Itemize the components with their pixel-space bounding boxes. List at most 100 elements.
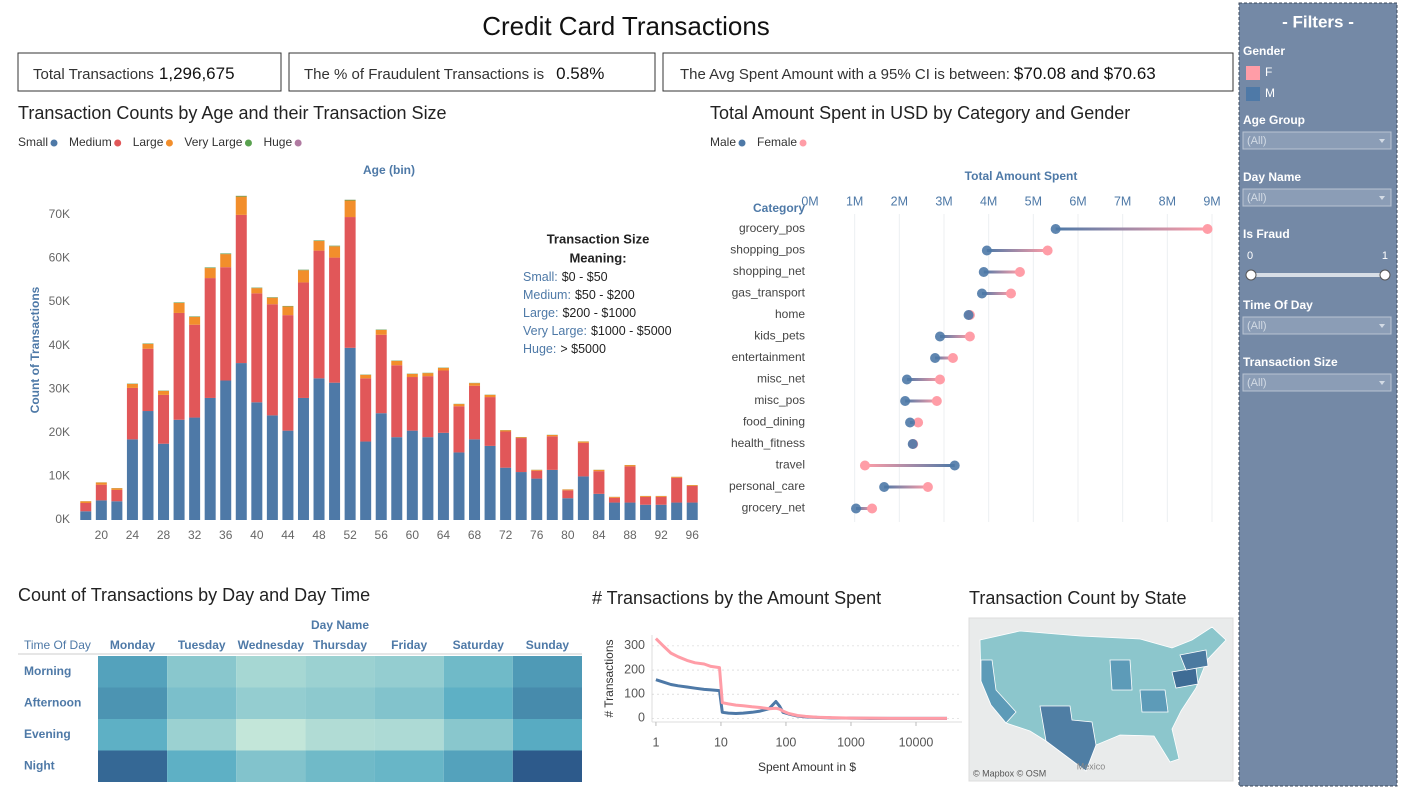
row-label: Night bbox=[24, 758, 55, 772]
legend-label: Huge bbox=[263, 135, 292, 149]
legend-swatch[interactable] bbox=[1246, 87, 1260, 101]
dot bbox=[1006, 288, 1016, 299]
bar-segment bbox=[80, 511, 92, 520]
state bbox=[1179, 649, 1209, 671]
dropdown-value[interactable]: (All) bbox=[1247, 320, 1267, 332]
column-label: Wednesday bbox=[238, 638, 305, 652]
bar-segment bbox=[375, 334, 387, 414]
dropdown-arrow[interactable] bbox=[1379, 139, 1385, 143]
heat-cell bbox=[236, 687, 306, 719]
bar-segment bbox=[624, 466, 636, 503]
dropdown-arrow[interactable] bbox=[1379, 196, 1385, 200]
bar-segment bbox=[453, 452, 465, 520]
legend-swatch[interactable] bbox=[1246, 66, 1260, 80]
bar-segment bbox=[251, 288, 263, 294]
bar-segment bbox=[655, 496, 667, 505]
heat-cell bbox=[305, 656, 375, 688]
dot bbox=[963, 310, 974, 320]
bar-segment bbox=[220, 267, 232, 381]
dropdown-value[interactable]: (All) bbox=[1247, 377, 1267, 389]
bar-segment bbox=[235, 214, 247, 364]
heat-cell bbox=[167, 719, 237, 751]
column-label: Sunday bbox=[526, 638, 570, 652]
bar-segment bbox=[297, 397, 309, 520]
slider-min: 0 bbox=[1247, 250, 1253, 262]
dropdown-arrow[interactable] bbox=[1379, 324, 1385, 328]
bar-segment bbox=[126, 384, 138, 388]
bar-segment bbox=[624, 502, 636, 520]
x-axis-title: Age (bin) bbox=[363, 163, 415, 177]
dropdown[interactable] bbox=[1242, 131, 1392, 150]
bar-segment bbox=[531, 469, 543, 471]
y-tick-label: 0 bbox=[638, 711, 645, 725]
annotation-line: Very Large: $1000 - $5000 bbox=[523, 324, 672, 338]
bar-segment bbox=[671, 476, 683, 478]
bar-segment bbox=[686, 502, 698, 520]
bar-segment bbox=[251, 402, 263, 520]
kpi-value: 1,296,675 bbox=[159, 64, 235, 83]
bar-segment bbox=[329, 257, 341, 383]
dropdown[interactable] bbox=[1242, 188, 1392, 207]
chart-title: Transaction Count by State bbox=[969, 588, 1186, 608]
dot bbox=[964, 331, 975, 342]
y-axis-title: # Transactions bbox=[602, 639, 616, 717]
x-tick-label: 1000 bbox=[837, 735, 865, 749]
y-tick-label: 70K bbox=[49, 207, 70, 221]
bar-segment bbox=[189, 316, 201, 325]
legend-label[interactable]: M bbox=[1265, 86, 1275, 100]
bar-segment bbox=[562, 489, 574, 491]
us-map bbox=[979, 626, 1227, 772]
x-tick-label: 48 bbox=[312, 528, 326, 542]
dropdown-value[interactable]: (All) bbox=[1247, 192, 1267, 204]
heat-cell bbox=[512, 750, 582, 782]
bar-segment bbox=[344, 199, 356, 201]
bar-segment bbox=[375, 329, 387, 335]
dropdown-arrow[interactable] bbox=[1379, 381, 1385, 385]
bar-segment bbox=[344, 200, 356, 218]
x-axis-title: Spent Amount in $ bbox=[758, 760, 856, 774]
x-tick-label: 0M bbox=[801, 194, 818, 208]
bar-segment bbox=[142, 343, 154, 349]
line-series bbox=[655, 678, 947, 720]
bar-segment bbox=[577, 476, 589, 520]
bar-segment bbox=[329, 245, 341, 247]
dot bbox=[930, 353, 941, 363]
slider-handle[interactable] bbox=[1379, 269, 1391, 281]
x-tick-label: 100 bbox=[776, 735, 797, 749]
annotation-text: $1000 - $5000 bbox=[591, 324, 672, 338]
bar-segment bbox=[655, 496, 667, 497]
x-axis-title: Day Name bbox=[311, 618, 369, 632]
dropdown[interactable] bbox=[1242, 373, 1392, 392]
legend-label[interactable]: F bbox=[1265, 65, 1272, 79]
bar-segment bbox=[515, 438, 527, 473]
bar-segment bbox=[158, 443, 170, 520]
bar-segment bbox=[500, 430, 512, 432]
dropdown[interactable] bbox=[1242, 316, 1392, 335]
bar-segment bbox=[266, 297, 278, 305]
bar-segment bbox=[235, 196, 247, 215]
bar-segment bbox=[111, 501, 123, 520]
dot bbox=[1042, 245, 1053, 256]
heat-cell bbox=[236, 656, 306, 688]
bar-segment bbox=[204, 397, 216, 520]
dot bbox=[949, 460, 960, 471]
annotation-key: Medium: bbox=[523, 288, 571, 302]
annotation-text: $200 - $1000 bbox=[562, 306, 636, 320]
kpi-box bbox=[17, 52, 282, 92]
legend-label: Large bbox=[133, 135, 164, 149]
legend-label: Very Large bbox=[184, 135, 242, 149]
x-tick-label: 10000 bbox=[899, 735, 934, 749]
bar-segment bbox=[158, 394, 170, 444]
heat-cell bbox=[305, 719, 375, 751]
dot bbox=[981, 245, 992, 256]
y-tick-label: 20K bbox=[49, 425, 70, 439]
annotation-title: Transaction Size bbox=[547, 231, 650, 246]
dropdown-value[interactable]: (All) bbox=[1247, 135, 1267, 147]
bar-segment bbox=[313, 240, 325, 242]
y-tick-label: 0K bbox=[55, 512, 70, 526]
slider-handle[interactable] bbox=[1245, 269, 1257, 281]
x-tick-label: 5M bbox=[1025, 194, 1042, 208]
legend-label: Medium bbox=[69, 135, 112, 149]
